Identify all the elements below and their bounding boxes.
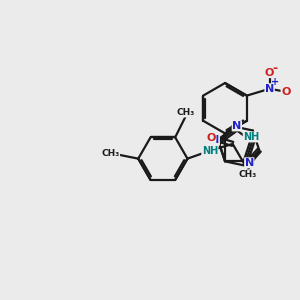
Text: +: +	[271, 77, 279, 87]
Text: O: O	[281, 87, 290, 97]
Text: CH₃: CH₃	[177, 108, 195, 117]
Text: NH: NH	[243, 132, 260, 142]
Text: CH₃: CH₃	[101, 149, 120, 158]
Text: -: -	[272, 62, 278, 75]
Text: NH: NH	[202, 146, 218, 156]
Text: O: O	[206, 133, 216, 143]
Text: N: N	[232, 121, 242, 131]
Text: N: N	[210, 135, 219, 145]
Text: O: O	[265, 68, 274, 78]
Text: CH₃: CH₃	[238, 170, 256, 179]
Text: N: N	[245, 158, 254, 168]
Text: N: N	[265, 84, 274, 94]
